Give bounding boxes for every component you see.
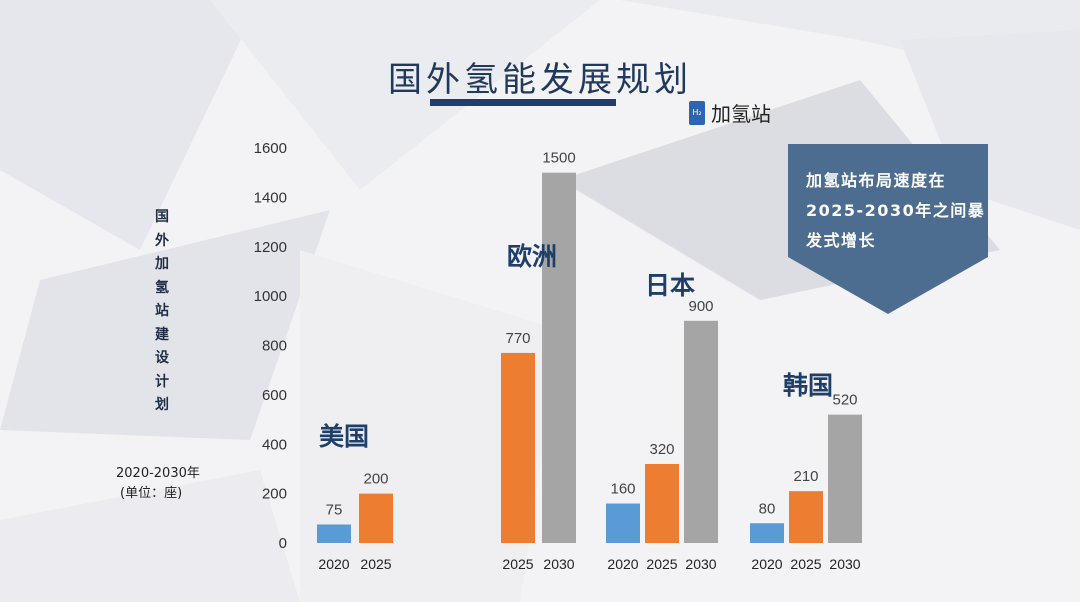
bar [828,414,862,543]
data-label: 75 [326,501,343,518]
bar [684,320,718,543]
bar [542,172,576,543]
bar [606,503,640,543]
y-tick-label: 1600 [254,140,287,157]
page-title: 国外氢能发展规划 [388,60,692,100]
region-label: 韩国 [783,372,833,400]
data-label: 770 [505,330,530,347]
data-label: 210 [793,468,818,485]
bar [359,493,393,543]
data-label: 520 [832,392,857,409]
y-tick-label: 1400 [254,189,287,206]
hydrogen-station-icon: H₂ [689,100,705,125]
x-tick-label: 2025 [502,556,533,572]
legend-label: 加氢站 [711,102,771,126]
data-label: 200 [363,471,388,488]
bar [501,352,535,543]
y-tick-label: 200 [262,486,287,503]
callout-banner [788,144,988,314]
x-tick-label: 2025 [360,556,391,572]
data-label: 900 [688,298,713,315]
data-label: 160 [610,481,635,498]
x-tick-label: 2020 [751,556,782,572]
bar [750,523,784,543]
y-axis-vertical-label: 国外加氢站建设计划 [155,209,169,413]
title-underline [430,99,616,106]
data-label: 80 [759,500,776,517]
region-label: 欧洲 [507,242,557,271]
y-tick-label: 400 [262,436,287,453]
bar [645,464,679,543]
note-unit: (单位：座) [120,486,183,501]
y-tick-label: 800 [262,338,287,355]
y-tick-label: 1000 [254,288,287,305]
x-tick-label: 2025 [646,556,677,572]
note-years: 2020-2030年 [116,466,200,481]
x-tick-label: 2030 [829,556,860,572]
bar [317,524,351,543]
x-tick-label: 2020 [318,556,349,572]
legend: H₂ 加氢站 [689,98,771,127]
y-tick-label: 1200 [254,239,287,256]
data-label: 320 [649,441,674,458]
x-tick-label: 2030 [685,556,716,572]
x-tick-label: 2030 [543,556,574,572]
bar [789,491,823,543]
y-tick-label: 600 [262,387,287,404]
data-label: 1500 [542,150,575,167]
x-tick-label: 2020 [607,556,638,572]
region-label: 日本 [645,272,695,300]
x-tick-label: 2025 [790,556,821,572]
region-label: 美国 [319,422,369,451]
y-tick-label: 0 [279,535,287,552]
callout-text: 加氢站布局速度在2025-2030年之间暴发式增长 [806,171,986,250]
